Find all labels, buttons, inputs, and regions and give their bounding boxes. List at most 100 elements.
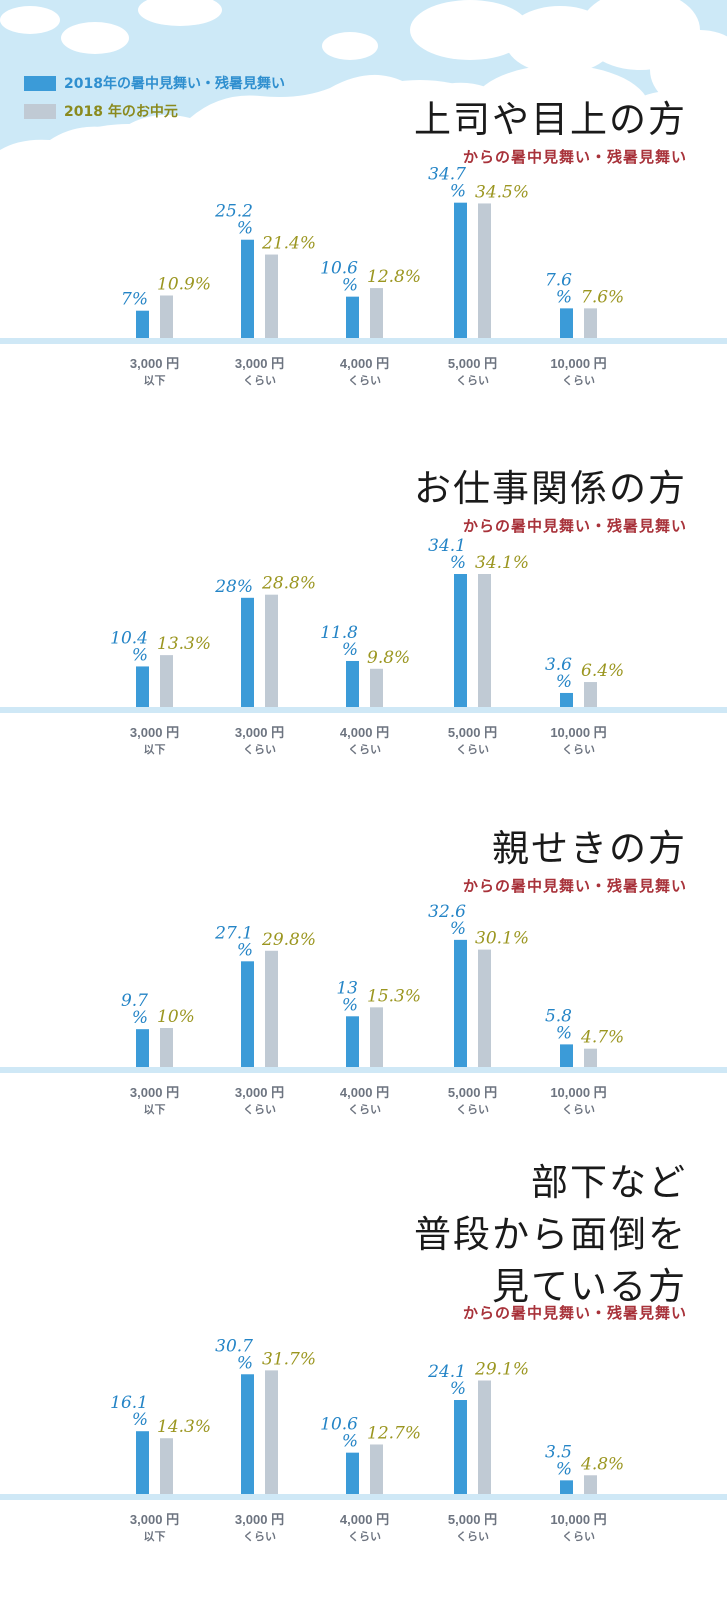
x-tick-label: 5,000 円 bbox=[448, 356, 497, 371]
bar-ochugen bbox=[160, 655, 173, 707]
bar-ochugen bbox=[160, 295, 173, 338]
legend-item-ochugen: 2018 年のお中元 bbox=[24, 100, 285, 122]
section-title-line: 上司や目上の方 bbox=[414, 98, 687, 141]
x-tick-label: 3,000 円 bbox=[130, 1085, 179, 1100]
x-tick-label: 3,000 円 bbox=[130, 356, 179, 371]
x-tick-label: 4,000 円 bbox=[340, 356, 389, 371]
x-tick-label: 10,000 円 bbox=[550, 356, 606, 371]
x-tick-sublabel: くらい bbox=[562, 374, 595, 387]
section-title-line: 普段から面倒を bbox=[414, 1213, 687, 1256]
data-label-greeting: 27.1 bbox=[214, 923, 253, 943]
bar-ochugen bbox=[160, 1028, 173, 1067]
data-label-ochugen: 14.3% bbox=[157, 1417, 211, 1437]
bar-greeting bbox=[454, 202, 467, 338]
x-tick-sublabel: 以下 bbox=[144, 1103, 166, 1116]
baseline bbox=[0, 338, 727, 344]
section-title-line: 見ている方 bbox=[492, 1265, 687, 1308]
section-title-subordinates: 部下など 普段から面倒を 見ている方 bbox=[414, 1157, 687, 1313]
bar-greeting bbox=[454, 574, 467, 707]
data-label-greeting: % bbox=[556, 287, 572, 307]
data-label-greeting: 11.8 bbox=[320, 623, 358, 643]
x-tick-sublabel: くらい bbox=[348, 374, 381, 387]
bar-greeting bbox=[560, 692, 573, 707]
data-label-ochugen: 6.4% bbox=[581, 661, 624, 681]
x-tick-label: 10,000 円 bbox=[550, 725, 606, 740]
data-label-greeting: % bbox=[450, 553, 466, 573]
data-label-ochugen: 29.1% bbox=[474, 1360, 529, 1380]
baseline bbox=[0, 707, 727, 713]
data-label-ochugen: 4.7% bbox=[580, 1028, 624, 1048]
bar-greeting bbox=[136, 310, 149, 338]
bar-ochugen bbox=[478, 949, 491, 1067]
x-tick-label: 3,000 円 bbox=[235, 725, 284, 740]
legend-swatch-gray bbox=[24, 103, 56, 119]
bar-ochugen bbox=[370, 288, 383, 338]
x-tick-label: 4,000 円 bbox=[340, 725, 389, 740]
bar-greeting bbox=[136, 1029, 149, 1067]
data-label-greeting: 9.7 bbox=[121, 991, 148, 1011]
section-subtitle-relatives: からの暑中見舞い・残暑見舞い bbox=[462, 877, 687, 895]
data-label-ochugen: 10.9% bbox=[157, 274, 211, 294]
bar-ochugen bbox=[584, 308, 597, 338]
data-label-greeting: 3.5 bbox=[545, 1442, 572, 1462]
data-label-greeting: % bbox=[132, 1008, 148, 1028]
data-label-greeting: 16.1 bbox=[110, 1393, 148, 1413]
bar-greeting bbox=[454, 1400, 467, 1494]
x-tick-sublabel: くらい bbox=[562, 743, 595, 756]
bar-greeting bbox=[241, 1374, 254, 1494]
section-title-relatives: 親せきの方 bbox=[492, 823, 687, 875]
data-label-ochugen: 29.8% bbox=[261, 930, 316, 950]
data-label-ochugen: 31.7% bbox=[262, 1349, 316, 1369]
x-tick-label: 3,000 円 bbox=[130, 1512, 179, 1527]
data-label-ochugen: 7.6% bbox=[581, 287, 624, 307]
data-label-greeting: % bbox=[342, 1432, 358, 1452]
x-tick-label: 4,000 円 bbox=[340, 1512, 389, 1527]
x-tick-sublabel: くらい bbox=[243, 374, 276, 387]
x-tick-sublabel: くらい bbox=[456, 374, 489, 387]
x-tick-sublabel: くらい bbox=[243, 1530, 276, 1543]
bar-greeting bbox=[241, 597, 254, 707]
data-label-ochugen: 34.1% bbox=[475, 553, 529, 573]
data-label-greeting: 5.8 bbox=[545, 1006, 572, 1026]
data-label-greeting: % bbox=[450, 919, 466, 939]
x-tick-sublabel: くらい bbox=[348, 1103, 381, 1116]
data-label-greeting: 10.4 bbox=[110, 628, 148, 648]
data-label-greeting: 34.1 bbox=[428, 536, 466, 556]
x-tick-sublabel: くらい bbox=[243, 743, 276, 756]
legend-label-greeting: 2018年の暑中見舞い・残暑見舞い bbox=[64, 76, 285, 92]
bar-greeting bbox=[560, 1044, 573, 1067]
bar-ochugen bbox=[584, 682, 597, 707]
bar-ochugen bbox=[370, 1007, 383, 1067]
bar-ochugen bbox=[478, 1380, 491, 1494]
data-label-greeting: 30.7 bbox=[215, 1336, 253, 1356]
bar-ochugen bbox=[265, 950, 278, 1067]
data-label-ochugen: 10% bbox=[157, 1007, 195, 1027]
baseline bbox=[0, 1494, 727, 1500]
x-tick-sublabel: くらい bbox=[348, 1530, 381, 1543]
bar-ochugen bbox=[584, 1048, 597, 1067]
x-tick-sublabel: 以下 bbox=[144, 743, 166, 756]
x-tick-sublabel: 以下 bbox=[144, 374, 166, 387]
x-tick-sublabel: くらい bbox=[243, 1103, 276, 1116]
x-tick-label: 3,000 円 bbox=[235, 1512, 284, 1527]
bar-ochugen bbox=[478, 203, 491, 338]
x-tick-label: 5,000 円 bbox=[448, 1085, 497, 1100]
data-label-greeting: % bbox=[556, 672, 572, 692]
x-tick-label: 5,000 円 bbox=[448, 725, 497, 740]
bar-greeting bbox=[136, 666, 149, 707]
bar-greeting bbox=[346, 1452, 359, 1494]
x-tick-label: 3,000 円 bbox=[235, 356, 284, 371]
data-label-ochugen: 21.4% bbox=[261, 234, 316, 254]
bar-ochugen bbox=[265, 254, 278, 338]
data-label-greeting: % bbox=[342, 640, 358, 660]
bar-greeting bbox=[454, 939, 467, 1067]
data-label-ochugen: 30.1% bbox=[475, 929, 529, 949]
legend: 2018年の暑中見舞い・残暑見舞い 2018 年のお中元 bbox=[24, 72, 285, 128]
section-subtitle-subordinates: からの暑中見舞い・残暑見舞い bbox=[462, 1304, 687, 1322]
data-label-ochugen: 4.8% bbox=[580, 1454, 624, 1474]
data-label-greeting: 7.6 bbox=[545, 270, 572, 290]
data-label-ochugen: 15.3% bbox=[367, 986, 421, 1006]
bar-ochugen bbox=[584, 1475, 597, 1494]
legend-label-ochugen: 2018 年のお中元 bbox=[64, 104, 178, 120]
